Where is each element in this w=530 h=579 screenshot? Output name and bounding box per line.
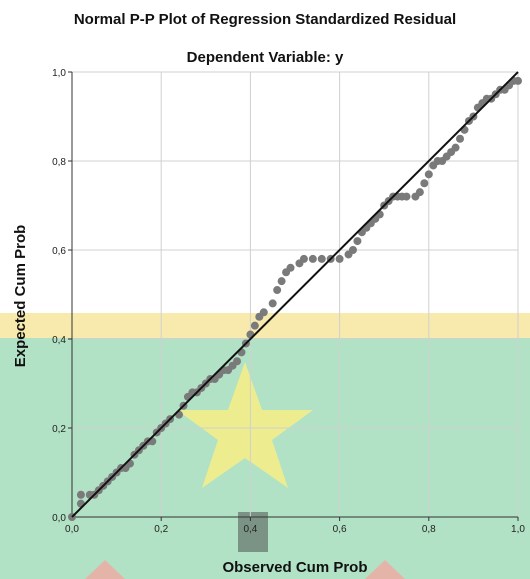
y-tick-label: 0,4 xyxy=(52,335,66,346)
y-tick-label: 1,0 xyxy=(52,68,66,79)
data-point xyxy=(415,188,424,197)
data-point xyxy=(456,134,465,143)
y-tick-label: 0,2 xyxy=(52,424,66,435)
data-point xyxy=(317,254,326,263)
data-point xyxy=(268,299,277,308)
reference-line xyxy=(71,71,519,518)
overlay-star-icon xyxy=(177,362,313,488)
x-tick-label: 0,0 xyxy=(65,524,79,535)
x-tick-label: 0,4 xyxy=(243,524,257,535)
y-tick-label: 0,6 xyxy=(52,246,66,257)
x-tick-label: 0,6 xyxy=(333,524,347,535)
chart-title: Normal P-P Plot of Regression Standardiz… xyxy=(74,11,456,28)
data-point xyxy=(308,254,317,263)
data-point xyxy=(273,286,282,295)
data-point xyxy=(259,308,268,317)
data-point xyxy=(420,179,429,188)
x-tick-label: 0,8 xyxy=(422,524,436,535)
data-point xyxy=(250,321,259,330)
x-axis-title: Observed Cum Prob xyxy=(222,559,367,576)
data-point xyxy=(76,490,85,499)
overlay-dark-shape xyxy=(238,512,268,552)
data-point xyxy=(299,254,308,263)
x-tick-label: 1,0 xyxy=(511,524,525,535)
data-point xyxy=(286,263,295,272)
tick-labels: 0,00,0 0,2 0,2 0,4 0,4 0,6 0,6 0,8 0,8 1,0 1,0 xyxy=(52,68,525,535)
reference-line-layer xyxy=(71,71,519,518)
y-axis-title: Expected Cum Prob xyxy=(12,225,29,368)
y-tick-label: 0,8 xyxy=(52,157,66,168)
overlay-red-shape-right xyxy=(365,560,405,579)
y-tick-label: 0,0 xyxy=(52,513,66,524)
overlay-red-shape-left xyxy=(85,560,125,579)
data-point xyxy=(514,76,522,85)
data-point xyxy=(424,170,433,179)
data-point xyxy=(277,277,286,286)
x-tick-label: 0,2 xyxy=(154,524,168,535)
data-point xyxy=(353,237,362,246)
data-point xyxy=(348,246,357,254)
chart-subtitle: Dependent Variable: y xyxy=(187,49,344,66)
data-point xyxy=(233,357,242,366)
data-point xyxy=(451,143,460,152)
overlay-layer xyxy=(0,313,530,579)
data-point xyxy=(402,192,411,201)
data-point xyxy=(335,254,344,263)
